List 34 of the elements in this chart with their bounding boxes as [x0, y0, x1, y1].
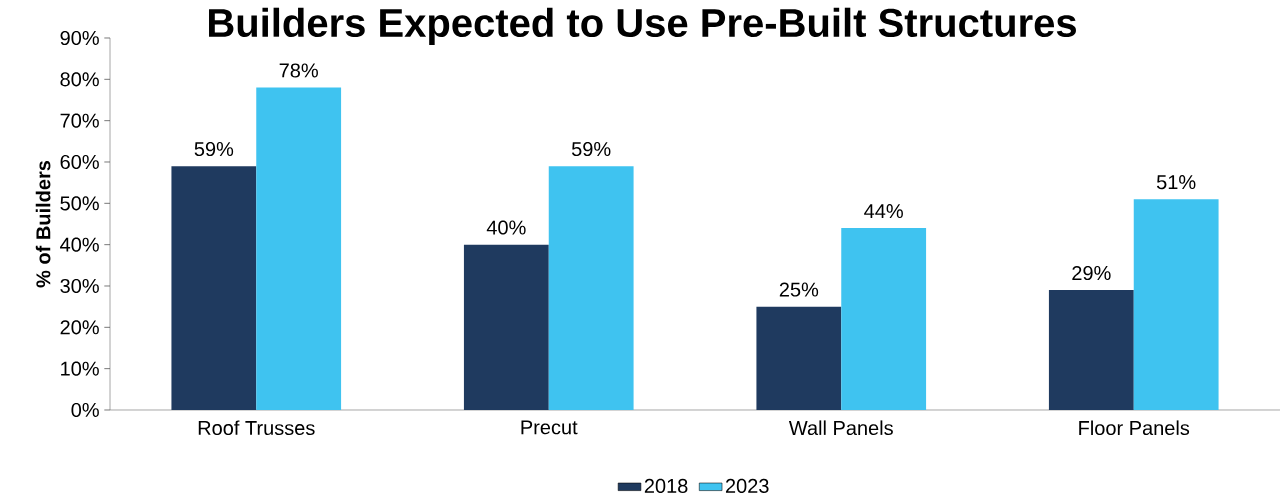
x-tick-label: Floor Panels — [1079, 420, 1190, 436]
y-tick-label: 10% — [61, 361, 99, 376]
data-label: 59% — [571, 141, 611, 157]
chart-title: Builders Expected to Use Pre-Built Structures — [209, 7, 1076, 45]
y-tick-label: 80% — [60, 72, 99, 87]
bar — [1048, 290, 1134, 410]
data-label: 25% — [779, 282, 819, 297]
y-tick-label: 40% — [60, 237, 99, 252]
y-tick-label: 90% — [60, 30, 99, 46]
x-tick-label: Wall Panels — [788, 420, 893, 436]
data-label: 29% — [1072, 265, 1111, 281]
bar — [256, 87, 342, 410]
bar — [548, 166, 634, 410]
y-tick-label: 0% — [71, 402, 99, 418]
x-tick-label: Roof Trusses — [198, 420, 315, 436]
data-label: 59% — [194, 141, 234, 157]
bar — [463, 244, 549, 410]
bar — [756, 306, 842, 410]
x-tick-label: Precut — [521, 420, 578, 435]
data-label: 44% — [864, 204, 903, 219]
data-label: 40% — [486, 220, 526, 235]
y-tick-label: 50% — [60, 196, 99, 211]
y-tick-label: 20% — [60, 320, 99, 335]
y-tick-label: 70% — [60, 113, 99, 128]
data-label: 78% — [279, 63, 318, 78]
bar — [1133, 199, 1219, 410]
bar — [171, 166, 257, 410]
y-tick-label: 30% — [60, 278, 99, 294]
data-label: 51% — [1156, 175, 1196, 190]
bar — [841, 228, 927, 410]
legend-label: 2023 — [725, 478, 769, 493]
legend-label: 2018 — [644, 478, 688, 493]
y-tick-label: 60% — [60, 154, 99, 170]
y-axis-title: % of Builders — [35, 160, 51, 288]
